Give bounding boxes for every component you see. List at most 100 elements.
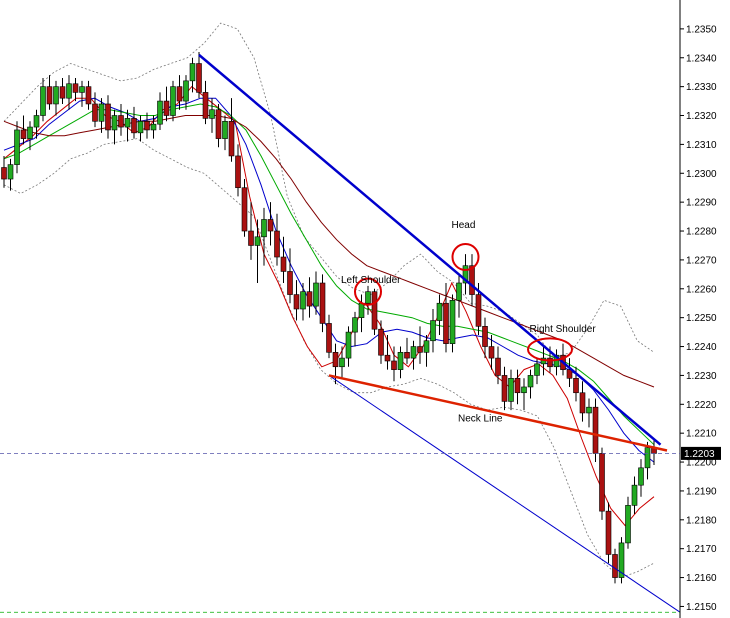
candle bbox=[92, 92, 98, 128]
bearish-candle-body bbox=[573, 378, 579, 394]
candle bbox=[150, 115, 157, 139]
candle bbox=[105, 95, 111, 139]
candle bbox=[417, 326, 423, 364]
candle bbox=[248, 202, 254, 260]
candle bbox=[235, 144, 241, 197]
candle bbox=[456, 274, 462, 318]
bearish-candle-body bbox=[469, 265, 475, 295]
candle bbox=[209, 98, 215, 133]
bearish-candle-body bbox=[501, 375, 508, 402]
price-tick-label: 1.2270 bbox=[686, 255, 717, 266]
bearish-candle-body bbox=[371, 291, 378, 330]
current-price-tag bbox=[681, 446, 721, 460]
candle bbox=[443, 283, 449, 353]
candle bbox=[449, 294, 456, 353]
bearish-candle-body bbox=[274, 230, 280, 258]
bearish-candle-body bbox=[118, 115, 124, 128]
price-tick-label: 1.2350 bbox=[686, 24, 717, 35]
candle bbox=[495, 346, 501, 385]
candle bbox=[59, 77, 66, 104]
bullish-candle-body bbox=[527, 375, 534, 388]
candle bbox=[514, 369, 521, 405]
bullish-candle-body bbox=[79, 86, 85, 93]
candle bbox=[625, 496, 631, 549]
candle bbox=[280, 236, 287, 284]
bearish-candle-body bbox=[241, 187, 248, 232]
candle bbox=[501, 366, 508, 411]
bearish-candle-body bbox=[92, 103, 98, 122]
candle bbox=[579, 381, 586, 422]
candle bbox=[384, 334, 391, 370]
candle bbox=[170, 80, 176, 122]
price-tick-label: 1.2250 bbox=[686, 313, 717, 324]
pattern-annotations: Head Left Shoulder Right Shoulder Neck Line bbox=[341, 220, 596, 424]
bullish-candle-body bbox=[137, 120, 144, 134]
candle bbox=[462, 254, 469, 295]
pattern-label: Right Shoulder bbox=[530, 324, 597, 335]
bullish-candle-body bbox=[7, 164, 14, 180]
bearish-candle-body bbox=[612, 554, 618, 578]
bullish-candle-body bbox=[183, 80, 189, 102]
candle bbox=[79, 80, 85, 107]
pattern-label: Neck Line bbox=[458, 414, 503, 425]
bearish-candle-body bbox=[384, 354, 391, 362]
bullish-candle-body bbox=[300, 291, 306, 310]
candle bbox=[638, 459, 644, 497]
trendlines bbox=[198, 53, 681, 613]
moving-average-line bbox=[3, 103, 655, 446]
price-tick-label: 1.2150 bbox=[686, 602, 717, 613]
bullish-candle-body bbox=[66, 83, 72, 99]
bullish-candle-body bbox=[586, 406, 592, 414]
candle bbox=[144, 112, 150, 139]
descending-trendline bbox=[198, 53, 662, 446]
price-tick-label: 1.2170 bbox=[686, 544, 717, 555]
candle bbox=[404, 337, 410, 364]
bearish-candle-body bbox=[228, 120, 235, 157]
price-tick-label: 1.2230 bbox=[686, 371, 717, 382]
bearish-candle-body bbox=[293, 294, 300, 310]
bullish-candle-body bbox=[638, 467, 644, 486]
bearish-candle-body bbox=[605, 510, 612, 555]
candle bbox=[85, 80, 92, 110]
descending-trendline bbox=[328, 375, 681, 613]
candle bbox=[287, 248, 293, 304]
candle bbox=[189, 57, 196, 93]
bearish-candle-body bbox=[215, 109, 222, 139]
candle bbox=[631, 476, 638, 515]
bearish-candle-body bbox=[59, 86, 66, 99]
price-tick-label: 1.2260 bbox=[686, 284, 717, 295]
bullish-candle-body bbox=[339, 357, 345, 368]
bullish-candle-body bbox=[261, 219, 267, 238]
bearish-candle-body bbox=[566, 369, 573, 379]
bearish-candle-body bbox=[46, 86, 53, 105]
candle bbox=[469, 254, 475, 307]
bullish-candle-body bbox=[430, 320, 436, 342]
bearish-candle-body bbox=[592, 406, 599, 454]
candle bbox=[118, 103, 124, 136]
candle bbox=[241, 179, 248, 237]
current-price-tag-label: 1.2203 bbox=[684, 449, 715, 460]
price-tick-label: 1.2320 bbox=[686, 111, 717, 122]
candle bbox=[27, 121, 33, 151]
pattern-highlight-circle bbox=[354, 277, 382, 306]
candle bbox=[293, 280, 300, 321]
candle bbox=[397, 346, 404, 379]
candle bbox=[46, 75, 53, 110]
candle bbox=[586, 398, 592, 428]
candle bbox=[222, 115, 228, 151]
candle bbox=[66, 75, 72, 110]
bullish-candle-body bbox=[313, 282, 319, 307]
bullish-candle-body bbox=[423, 340, 430, 353]
bullish-candle-body bbox=[254, 236, 261, 246]
candle bbox=[40, 77, 46, 122]
bullish-candle-body bbox=[462, 265, 469, 284]
candle bbox=[176, 75, 183, 110]
candle bbox=[163, 86, 170, 122]
candle bbox=[274, 213, 280, 266]
candle bbox=[7, 158, 14, 191]
bullish-candle-body bbox=[345, 331, 352, 359]
bearish-candle-body bbox=[391, 360, 397, 370]
price-tick-label: 1.2190 bbox=[686, 486, 717, 497]
bearish-candle-body bbox=[72, 83, 79, 93]
bullish-candle-body bbox=[209, 109, 215, 119]
